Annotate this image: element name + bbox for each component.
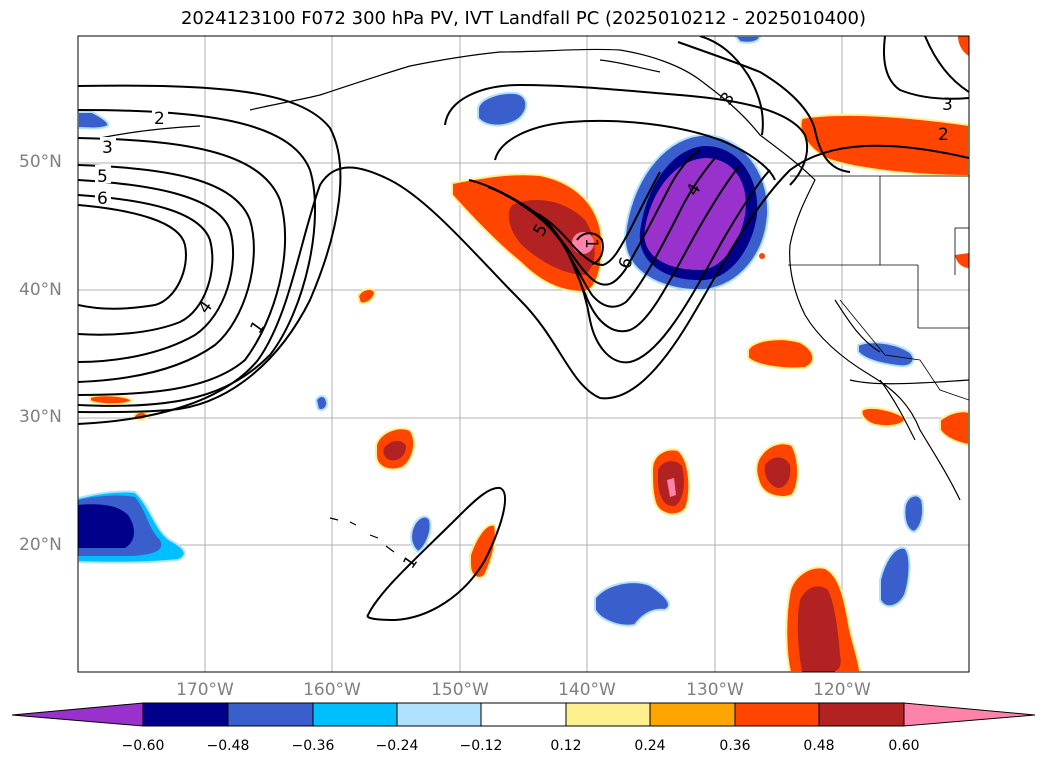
lat-label-20n: 20°N — [19, 535, 62, 555]
coastlines — [99, 48, 969, 553]
contour-label-2-west: 2 — [154, 109, 165, 129]
blob-w1-positive — [356, 287, 377, 305]
colorbar-tick: 0.24 — [634, 738, 666, 754]
colorbar-segment-6 — [565, 702, 651, 727]
colorbar-tick: 0.48 — [803, 738, 835, 754]
colorbar-segment-4 — [396, 702, 482, 727]
blob-sub1-negative — [903, 494, 925, 534]
lat-label-50n: 50°N — [19, 152, 62, 172]
blob-corner-positive — [958, 36, 969, 56]
blob-baja-negative — [857, 341, 915, 368]
colorbar-tick: 0.60 — [888, 738, 920, 754]
blob-hawaii-negative — [410, 515, 432, 554]
positive-pc-regions — [89, 36, 969, 672]
lat-label-30n: 30°N — [19, 407, 62, 427]
lon-label-150w: 150°W — [431, 680, 489, 700]
contour-label-1-central: 1 — [581, 238, 601, 249]
lon-label-160w: 160°W — [303, 680, 361, 700]
lon-label-120w: 120°W — [813, 680, 871, 700]
contour-label-3-east: 3 — [942, 95, 953, 115]
borders — [788, 175, 969, 401]
gridlines — [78, 36, 969, 672]
colorbar-tick: 0.12 — [550, 738, 582, 754]
colorbar-tick: −0.36 — [291, 738, 335, 754]
blob-w2-positive — [89, 394, 134, 406]
colorbar-segment-8 — [734, 702, 820, 727]
contour-label-1-west: 1 — [246, 317, 269, 337]
colorbar-segment-1 — [142, 702, 229, 727]
colorbar-extend-min — [11, 702, 144, 727]
chart-title: 2024123100 F072 300 hPa PV, IVT Landfall… — [180, 8, 867, 29]
pv-contours — [78, 36, 969, 622]
contour-label-5-west: 5 — [97, 167, 108, 187]
contour-label-3-northeast: 3 — [717, 89, 740, 109]
colorbar — [11, 702, 1036, 727]
lon-label-170w: 170°W — [176, 680, 234, 700]
blob-s4-positive — [469, 523, 497, 579]
colorbar-tick: −0.48 — [206, 738, 250, 754]
lat-label-40n: 40°N — [19, 280, 62, 300]
blob-top-negative — [733, 36, 762, 44]
colorbar-tick: 0.36 — [719, 738, 751, 754]
contour-label-3-west: 3 — [102, 138, 113, 158]
colorbar-extend-max — [903, 702, 1036, 727]
contour-label-2-east: 2 — [938, 125, 949, 145]
blob-mid-positive — [747, 338, 815, 370]
colorbar-tick: −0.24 — [375, 738, 419, 754]
blob-gulf-alaska-negative — [477, 91, 528, 127]
colorbar-segment-5 — [480, 702, 567, 727]
contour-label-4-west: 4 — [194, 297, 217, 317]
lon-label-140w: 140°W — [558, 680, 616, 700]
blob-west-edge-negative — [78, 111, 110, 130]
colorbar-tick: −0.60 — [121, 738, 165, 754]
blob-small-negative — [314, 395, 329, 412]
contour-label-6-west: 6 — [97, 189, 108, 209]
blob-sub2-negative — [879, 546, 911, 608]
contour-labels: 2 3 5 6 4 1 5 1 6 4 3 2 3 1 — [95, 89, 953, 573]
lon-label-130w: 130°W — [686, 680, 744, 700]
blob-south-negative — [594, 581, 670, 627]
colorbar-segment-3 — [312, 702, 398, 727]
colorbar-segment-2 — [227, 702, 314, 727]
colorbar-tick: −0.12 — [459, 738, 503, 754]
colorbar-segment-9 — [818, 702, 905, 727]
colorbar-segment-7 — [649, 702, 736, 727]
map-frame — [77, 35, 970, 673]
blob-baja-positive — [860, 407, 907, 428]
